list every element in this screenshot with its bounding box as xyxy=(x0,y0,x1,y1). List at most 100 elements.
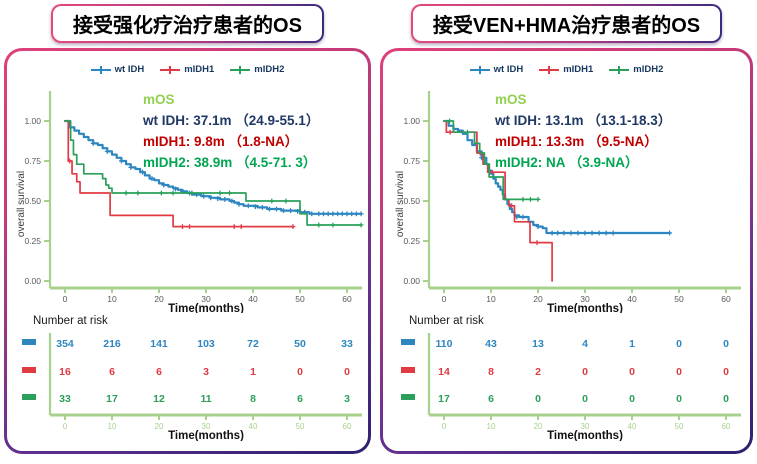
svg-text:60: 60 xyxy=(342,294,352,304)
svg-text:11: 11 xyxy=(200,393,211,405)
svg-text:0: 0 xyxy=(676,338,682,350)
svg-text:17: 17 xyxy=(438,393,450,405)
svg-text:0: 0 xyxy=(441,422,446,431)
svg-text:8: 8 xyxy=(250,393,256,405)
svg-text:0: 0 xyxy=(676,393,682,405)
number-at-risk-label-left: Number at risk xyxy=(33,315,108,327)
legend-label: mIDH2 xyxy=(633,64,664,75)
svg-text:0: 0 xyxy=(344,366,350,378)
mos-header: mOS xyxy=(495,92,527,107)
svg-text:1: 1 xyxy=(629,338,635,350)
svg-text:12: 12 xyxy=(153,393,165,405)
svg-text:0: 0 xyxy=(629,366,635,378)
svg-text:0: 0 xyxy=(723,366,729,378)
km-plot-area-right: 0.00 0.25 0.50 0.75 1.00 0 10 20 30 40 50 60 Time(mo… xyxy=(383,81,750,313)
wt-idh-line-icon xyxy=(469,65,490,75)
svg-text:0.00: 0.00 xyxy=(403,276,420,286)
svg-text:40: 40 xyxy=(627,294,637,304)
svg-text:0.25: 0.25 xyxy=(403,236,420,246)
svg-text:overall survival: overall survival xyxy=(395,171,406,237)
wt-idh-line-icon xyxy=(90,65,111,75)
mos-line-midh2: mIDH2: NA （3.9-NA） xyxy=(495,155,639,170)
svg-text:10: 10 xyxy=(107,422,116,431)
midh2-line-icon xyxy=(230,65,251,75)
svg-text:0: 0 xyxy=(582,366,588,378)
legend-label: wt IDH xyxy=(493,64,524,75)
svg-text:20: 20 xyxy=(154,422,163,431)
svg-text:14: 14 xyxy=(438,366,450,378)
svg-text:1.00: 1.00 xyxy=(403,116,420,126)
svg-text:354: 354 xyxy=(56,338,74,350)
svg-text:30: 30 xyxy=(201,294,211,304)
svg-text:0.50: 0.50 xyxy=(24,196,41,206)
svg-text:0: 0 xyxy=(62,294,67,304)
svg-text:141: 141 xyxy=(150,338,168,350)
svg-text:43: 43 xyxy=(485,338,497,350)
svg-text:30: 30 xyxy=(580,422,589,431)
svg-text:40: 40 xyxy=(248,294,258,304)
svg-text:17: 17 xyxy=(106,393,118,405)
svg-text:0: 0 xyxy=(441,294,446,304)
svg-text:1: 1 xyxy=(250,366,256,378)
mos-header: mOS xyxy=(143,92,175,107)
mos-line-midh1: mIDH1: 9.8m （1.8-NA） xyxy=(143,134,299,149)
km-plot-left: 0.00 0.25 0.50 0.75 1.00 0 10 20 30 40 50 60 Time(mo… xyxy=(16,91,363,313)
svg-text:10: 10 xyxy=(486,422,495,431)
svg-text:50: 50 xyxy=(674,422,683,431)
svg-text:0: 0 xyxy=(723,393,729,405)
panel-title-box-right: 接受VEN+HMA治疗患者的OS xyxy=(410,4,723,43)
svg-text:50: 50 xyxy=(295,422,304,431)
svg-text:Time(months): Time(months) xyxy=(168,430,244,441)
svg-text:2: 2 xyxy=(535,366,541,378)
svg-text:30: 30 xyxy=(580,294,590,304)
panel-title-box-left: 接受强化疗治疗患者的OS xyxy=(51,4,324,43)
svg-text:0: 0 xyxy=(62,422,67,431)
legend-item-midh2: mIDH2 xyxy=(230,64,284,75)
km-panel-right-body: wt IDH mIDH1 mIDH2 0.00 0.25 0.50 0.75 1.00 0… xyxy=(383,51,750,451)
svg-text:30: 30 xyxy=(201,422,210,431)
svg-text:33: 33 xyxy=(59,393,71,405)
svg-text:216: 216 xyxy=(103,338,121,350)
svg-text:0: 0 xyxy=(535,393,541,405)
svg-text:16: 16 xyxy=(59,366,71,378)
number-at-risk-label-right: Number at risk xyxy=(409,315,484,327)
panel-intensive-chemo: 接受强化疗治疗患者的OS wt IDH mIDH1 mIDH2 0.00 0.25… xyxy=(4,4,371,454)
svg-text:50: 50 xyxy=(674,294,684,304)
svg-text:40: 40 xyxy=(627,422,636,431)
midh1-line-icon xyxy=(539,65,560,75)
svg-text:0: 0 xyxy=(723,338,729,350)
svg-text:3: 3 xyxy=(344,393,350,405)
legend-right: wt IDH mIDH1 mIDH2 xyxy=(383,51,750,75)
svg-text:33: 33 xyxy=(341,338,353,350)
legend-label: wt IDH xyxy=(114,64,145,75)
legend-item-wt-idh: wt IDH xyxy=(90,64,145,75)
mos-annotation-right: mOS wt IDH: 13.1m （13.1-18.3） mIDH1: 13.… xyxy=(495,89,671,173)
svg-text:8: 8 xyxy=(488,366,494,378)
svg-text:3: 3 xyxy=(203,366,209,378)
legend-label: mIDH2 xyxy=(254,64,285,75)
svg-text:60: 60 xyxy=(342,422,351,431)
km-panel-right: wt IDH mIDH1 mIDH2 0.00 0.25 0.50 0.75 1.00 0… xyxy=(380,48,753,454)
mos-line-midh1: mIDH1: 13.3m （9.5-NA） xyxy=(495,134,658,149)
svg-text:20: 20 xyxy=(154,294,164,304)
svg-text:0.25: 0.25 xyxy=(24,236,41,246)
legend-item-midh1: mIDH1 xyxy=(539,64,593,75)
legend-left: wt IDH mIDH1 mIDH2 xyxy=(7,51,368,75)
midh1-line-icon xyxy=(160,65,181,75)
svg-text:60: 60 xyxy=(721,294,731,304)
svg-text:overall survival: overall survival xyxy=(16,171,27,237)
km-panel-left-body: wt IDH mIDH1 mIDH2 0.00 0.25 0.50 0.75 1.00 0… xyxy=(7,51,368,451)
risk-table-right: 110 43 13 4 1 0 014 8 2 0 0 0 017 6 0 0 0 0 00 10 20 30 40 50 60… xyxy=(400,333,741,441)
svg-text:0: 0 xyxy=(582,393,588,405)
mos-line-wt-idh: wt IDH: 13.1m （13.1-18.3） xyxy=(495,113,672,128)
mos-annotation-left: mOS wt IDH: 37.1m （24.9-55.1） mIDH1: 9.8… xyxy=(143,89,319,173)
svg-text:0.00: 0.00 xyxy=(24,276,41,286)
legend-label: mIDH1 xyxy=(563,64,594,75)
page-title-left: 接受强化疗治疗患者的OS xyxy=(53,6,322,41)
svg-text:6: 6 xyxy=(156,366,162,378)
mos-line-midh2: mIDH2: 38.9m （4.5-71. 3） xyxy=(143,155,317,170)
km-plot-right: 0.00 0.25 0.50 0.75 1.00 0 10 20 30 40 50 60 Time(mo… xyxy=(395,91,741,313)
svg-text:50: 50 xyxy=(294,338,306,350)
svg-text:6: 6 xyxy=(297,393,303,405)
